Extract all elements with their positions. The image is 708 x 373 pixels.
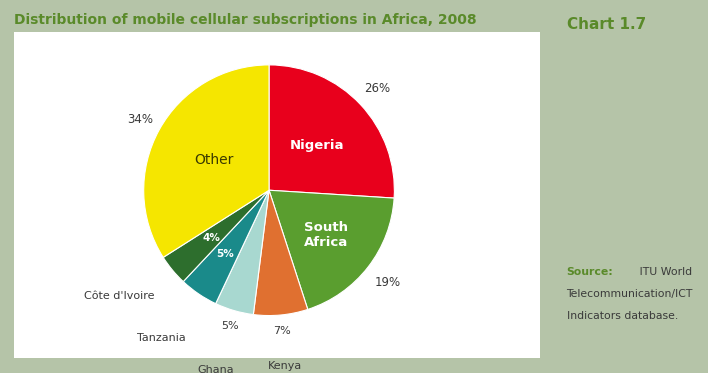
Text: Kenya: Kenya <box>268 361 302 371</box>
Text: 5%: 5% <box>217 250 234 260</box>
Text: Distribution of mobile cellular subscriptions in Africa, 2008: Distribution of mobile cellular subscrip… <box>13 13 476 27</box>
Text: Other: Other <box>195 153 234 167</box>
Text: South
Africa: South Africa <box>304 221 348 249</box>
Text: 26%: 26% <box>364 82 390 95</box>
Wedge shape <box>216 190 269 314</box>
Text: ITU World: ITU World <box>636 267 692 277</box>
Text: 34%: 34% <box>127 113 154 126</box>
Wedge shape <box>164 190 269 282</box>
Text: 4%: 4% <box>202 233 220 243</box>
Wedge shape <box>183 190 269 304</box>
Text: Source:: Source: <box>566 267 613 277</box>
Text: Nigeria: Nigeria <box>290 139 344 152</box>
Text: Ghana: Ghana <box>198 365 234 373</box>
Wedge shape <box>253 190 308 316</box>
Text: Côte d'Ivoire: Côte d'Ivoire <box>84 291 154 301</box>
Wedge shape <box>269 190 394 310</box>
Text: 5%: 5% <box>221 321 239 331</box>
Text: 7%: 7% <box>273 326 291 336</box>
Text: Indicators database.: Indicators database. <box>566 311 678 322</box>
Text: Telecommunication/ICT: Telecommunication/ICT <box>566 289 693 299</box>
Text: 19%: 19% <box>375 276 401 289</box>
Text: Chart 1.7: Chart 1.7 <box>566 17 646 32</box>
Text: Tanzania: Tanzania <box>137 333 186 343</box>
FancyBboxPatch shape <box>13 32 539 358</box>
Wedge shape <box>269 65 394 198</box>
Wedge shape <box>144 65 269 257</box>
